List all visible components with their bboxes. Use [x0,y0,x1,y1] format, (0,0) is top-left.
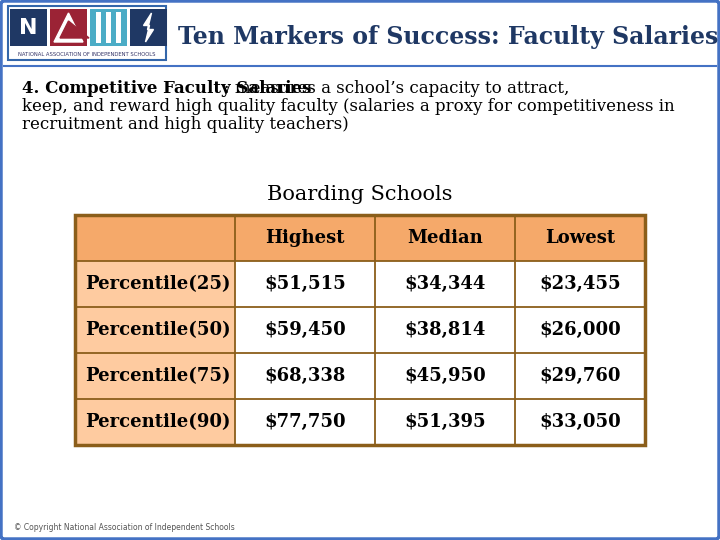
Text: $77,750: $77,750 [264,413,346,431]
Bar [75,353,235,399]
Bar [10,9,47,46]
Text: © Copyright National Association of Independent Schools: © Copyright National Association of Inde… [14,523,235,532]
Bar [235,261,375,307]
Bar [75,261,235,307]
Text: Percentile(50): Percentile(50) [85,321,230,339]
Bar [235,307,375,353]
Bar [235,399,375,445]
Polygon shape [54,13,83,42]
Bar [375,353,515,399]
Text: Boarding Schools: Boarding Schools [267,185,453,204]
Bar [106,12,111,43]
Text: Percentile(90): Percentile(90) [85,413,230,431]
Text: Highest: Highest [265,229,345,247]
Bar [515,399,645,445]
Text: $59,450: $59,450 [264,321,346,339]
Text: N: N [19,17,37,37]
Polygon shape [60,21,89,38]
Bar [75,307,235,353]
Bar [116,12,121,43]
Text: Lowest: Lowest [545,229,615,247]
Polygon shape [143,13,153,42]
Text: Median: Median [407,229,483,247]
Text: Percentile(75): Percentile(75) [85,367,230,385]
Bar [375,261,515,307]
Text: $68,338: $68,338 [264,367,346,385]
Bar [235,353,375,399]
Text: recruitment and high quality teachers): recruitment and high quality teachers) [22,116,348,133]
Bar [50,9,87,46]
Text: $51,515: $51,515 [264,275,346,293]
Text: Percentile(25): Percentile(25) [85,275,230,293]
Bar [515,353,645,399]
Text: 4. Competitive Faculty Salaries: 4. Competitive Faculty Salaries [22,80,311,97]
Bar [515,261,645,307]
Text: $38,814: $38,814 [405,321,486,339]
Text: $51,395: $51,395 [404,413,486,431]
Bar [515,307,645,353]
Bar [375,399,515,445]
Text: $23,455: $23,455 [539,275,621,293]
Text: $34,344: $34,344 [405,275,486,293]
Text: $29,760: $29,760 [539,367,621,385]
Bar [75,215,645,261]
Text: : measures a school’s capacity to attract,: : measures a school’s capacity to attrac… [223,80,569,97]
Bar [8,6,166,60]
Text: $33,050: $33,050 [539,413,621,431]
Bar [4,4,716,66]
Text: $45,950: $45,950 [404,367,486,385]
Text: NATIONAL ASSOCIATION OF INDEPENDENT SCHOOLS: NATIONAL ASSOCIATION OF INDEPENDENT SCHO… [18,52,156,57]
Bar [75,399,235,445]
Bar [90,9,127,46]
Bar [375,307,515,353]
Bar [75,215,645,445]
Text: keep, and reward high quality faculty (salaries a proxy for competitiveness in: keep, and reward high quality faculty (s… [22,98,675,115]
Text: Ten Markers of Success: Faculty Salaries: Ten Markers of Success: Faculty Salaries [178,25,718,49]
Text: $26,000: $26,000 [539,321,621,339]
Bar [96,12,101,43]
Bar [130,9,167,46]
